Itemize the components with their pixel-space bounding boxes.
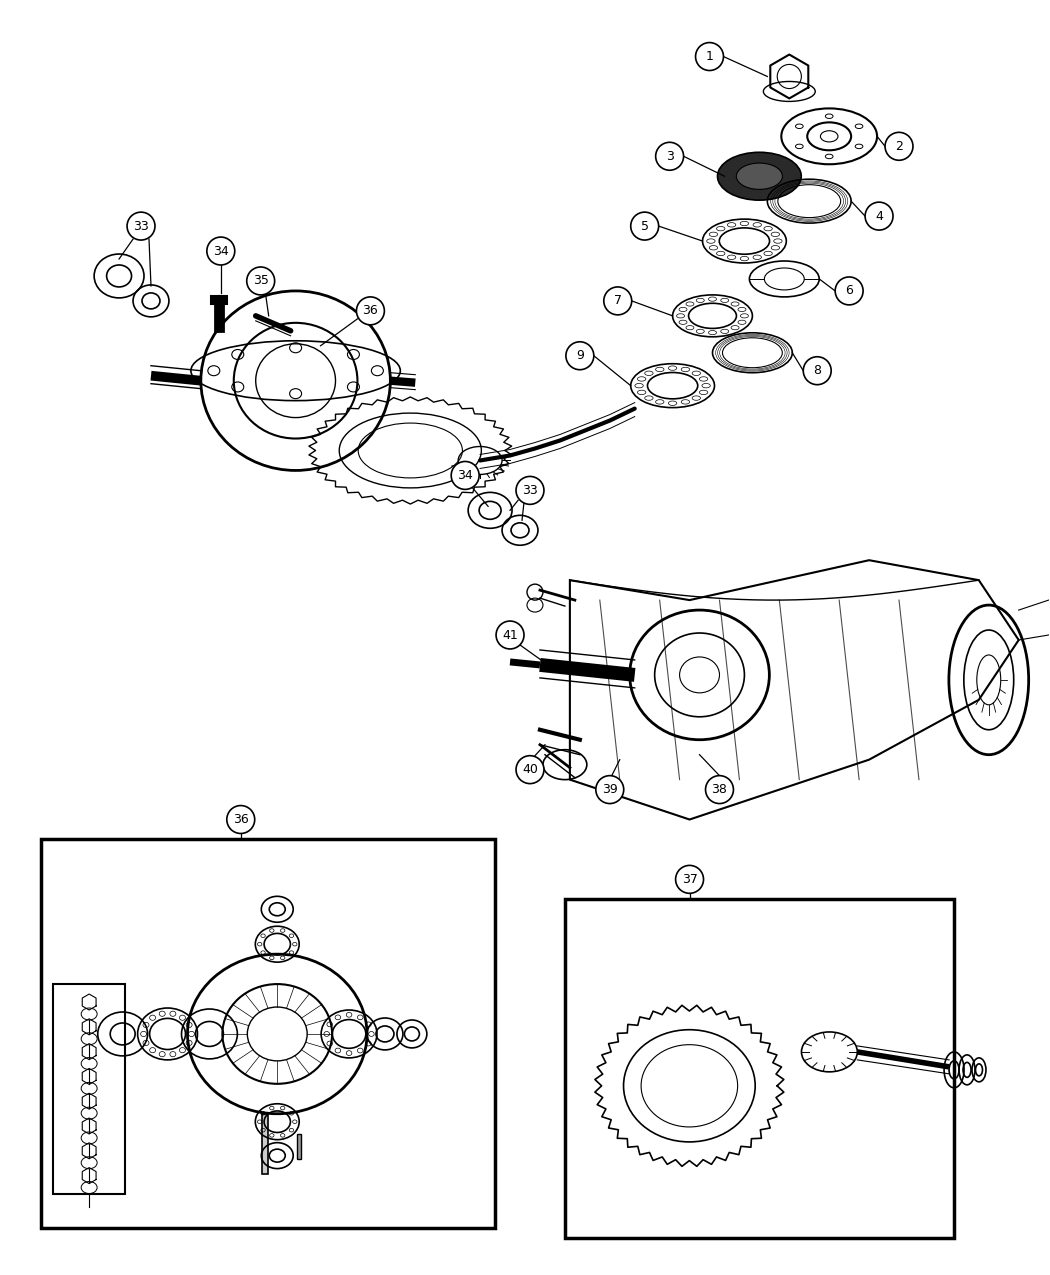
Ellipse shape [736, 163, 782, 190]
Bar [262, 1114, 269, 1173]
Text: 34: 34 [213, 245, 229, 258]
Circle shape [496, 621, 524, 649]
Circle shape [885, 133, 912, 161]
Text: 36: 36 [362, 305, 378, 317]
Circle shape [803, 357, 832, 385]
Circle shape [675, 866, 704, 894]
Circle shape [566, 342, 594, 370]
Circle shape [127, 212, 155, 240]
Text: 1: 1 [706, 50, 713, 62]
Ellipse shape [717, 152, 801, 200]
Circle shape [706, 775, 734, 803]
Circle shape [595, 775, 624, 803]
Text: 33: 33 [133, 219, 149, 232]
Circle shape [695, 42, 723, 70]
Circle shape [452, 462, 479, 490]
Text: 38: 38 [712, 783, 728, 796]
Bar [297, 1133, 301, 1159]
Bar [565, 899, 953, 1238]
Text: 34: 34 [458, 469, 474, 482]
Text: 37: 37 [681, 873, 697, 886]
Circle shape [516, 756, 544, 784]
Circle shape [835, 277, 863, 305]
Text: 5: 5 [640, 219, 649, 232]
Text: 35: 35 [253, 274, 269, 287]
Circle shape [356, 297, 384, 325]
Text: 6: 6 [845, 284, 853, 297]
Circle shape [865, 203, 892, 229]
Circle shape [207, 237, 235, 265]
Text: 40: 40 [522, 764, 538, 776]
Circle shape [604, 287, 632, 315]
Text: 4: 4 [875, 209, 883, 223]
Text: 3: 3 [666, 149, 673, 163]
Text: 2: 2 [895, 140, 903, 153]
Bar [54, 984, 125, 1193]
Circle shape [655, 143, 684, 171]
Bar [211, 296, 227, 303]
Bar [215, 296, 223, 330]
Circle shape [247, 266, 275, 295]
Bar [41, 839, 496, 1228]
Circle shape [516, 477, 544, 505]
Text: 7: 7 [614, 295, 622, 307]
Text: 33: 33 [522, 484, 538, 497]
Circle shape [227, 806, 255, 834]
Text: 8: 8 [813, 365, 821, 377]
Text: 39: 39 [602, 783, 617, 796]
Text: 36: 36 [233, 813, 249, 826]
Text: 9: 9 [575, 349, 584, 362]
Circle shape [631, 212, 658, 240]
Text: 41: 41 [502, 629, 518, 641]
